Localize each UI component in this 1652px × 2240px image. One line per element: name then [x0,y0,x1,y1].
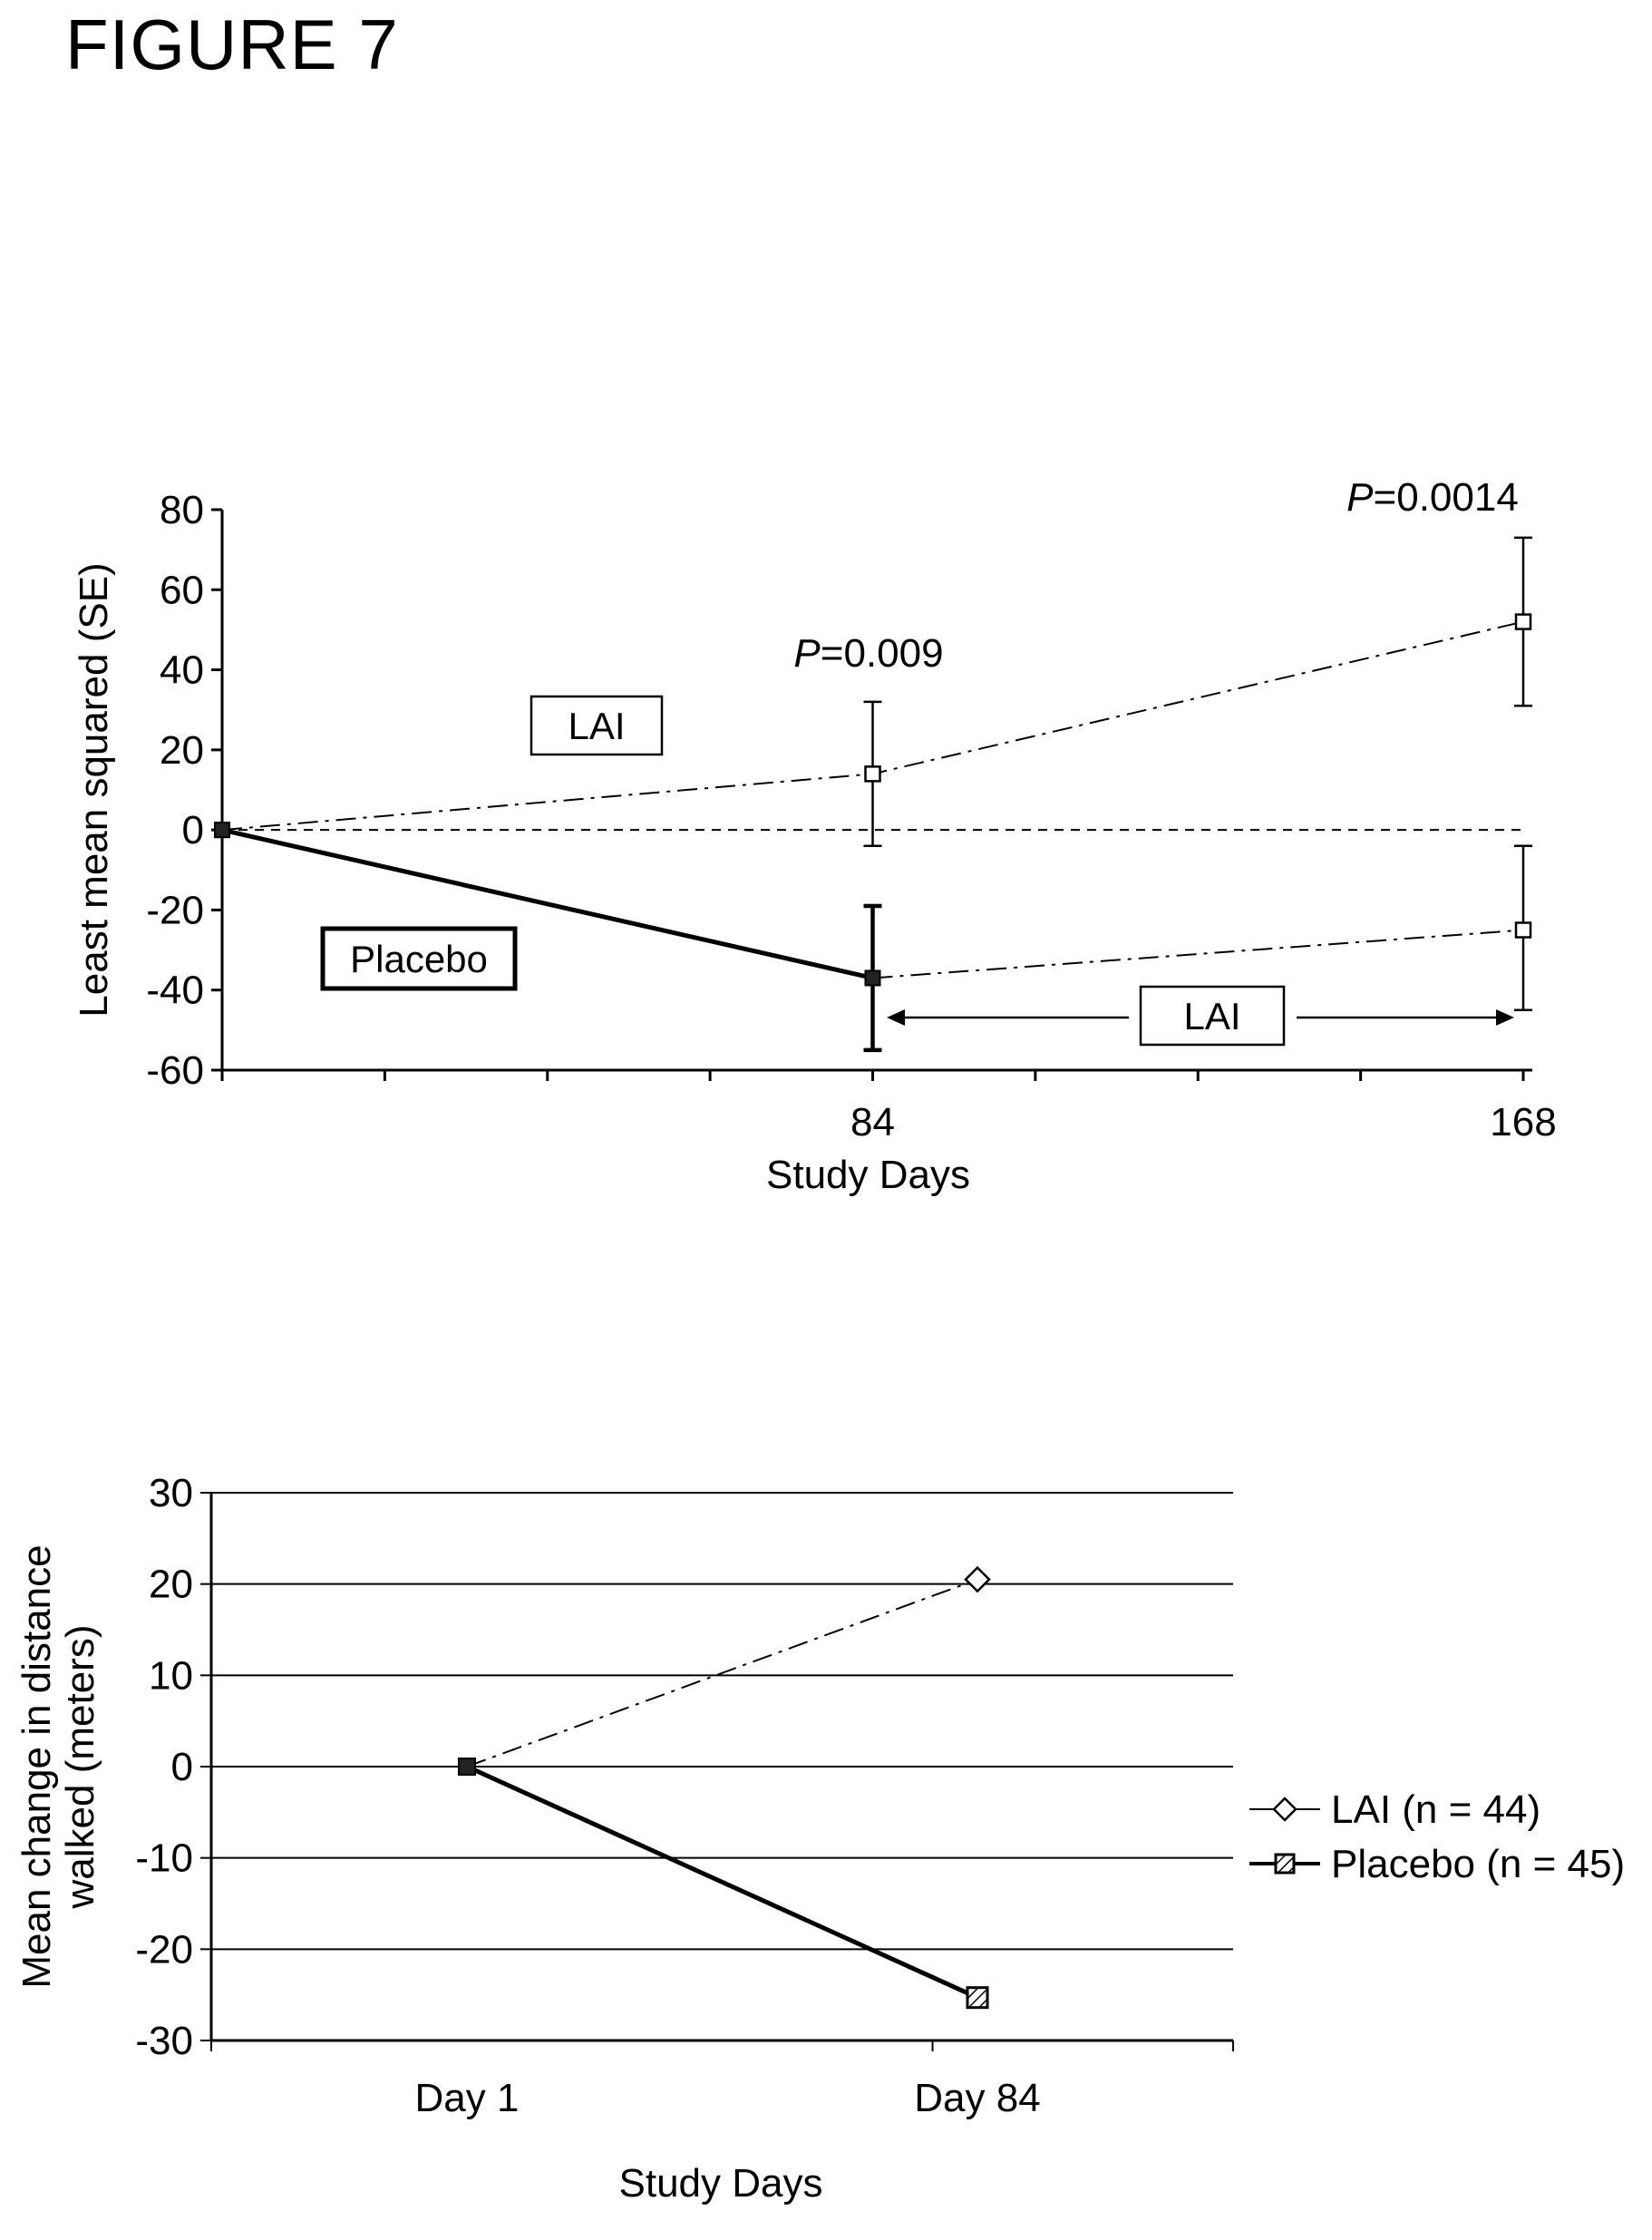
figure-title: FIGURE 7 [65,5,399,84]
legend-label: Placebo (n = 45) [1331,1842,1625,1886]
legend-marker [1274,1853,1296,1875]
y-tick-label: -20 [146,888,204,932]
bottom-grid [211,1492,1233,2041]
data-point [864,765,881,783]
annotation-box [320,926,518,991]
y-tick-label: 20 [160,728,204,773]
y-tick-label: 0 [171,1745,193,1789]
legend-label: LAI (n = 44) [1331,1787,1540,1832]
top-labels: P=0.009 P=0.0014 LAI Placebo LAI [320,475,1519,1047]
y-tick-label: 80 [160,488,204,532]
arrow-head-left [887,1009,905,1026]
y-tick-label: 60 [160,568,204,612]
chart-least-mean-squared: 80 60 40 20 0 -20 -40 -60 84 168 Study Days Least m… [72,475,1557,1197]
series-line [465,1764,979,2000]
annotation-text: LAI [1183,995,1240,1037]
data-point [214,822,230,839]
y-axis-title: Least mean squared (SE) [72,562,116,1017]
legend-marker [1272,1797,1297,1822]
x-tick-label: 168 [1490,1100,1556,1144]
y-tick-label: 20 [149,1563,193,1607]
data-point [964,1565,991,1593]
annotation-box [1139,985,1286,1047]
series-line [872,929,1524,979]
bottom-series [458,1565,991,2010]
y-tick-label: -20 [135,1927,193,1972]
top-series [214,536,1532,1053]
x-tick-label: Day 84 [914,2076,1040,2120]
data-point [458,1758,476,1776]
series-line [221,827,874,980]
data-point [966,1986,989,2010]
y-tick-label: 10 [149,1653,193,1698]
x-axis-title: Study Days [619,2161,823,2206]
y-tick-label: 0 [182,808,204,852]
series-line [466,1578,978,1768]
x-tick-label: Day 1 [415,2076,520,2120]
y-axis-title: Mean change in distancewalked (meters) [15,1544,102,1988]
x-tick-label: 84 [850,1100,895,1144]
y-tick-label: -40 [146,969,204,1013]
data-point [1514,921,1532,939]
annotation-text: LAI [568,705,625,747]
arrow-head-right [1496,1009,1514,1026]
top-axes: 80 60 40 20 0 -20 -40 -60 84 168 Study Days Least m… [72,488,1557,1197]
annotation-box [530,695,664,756]
y-tick-label: -60 [146,1048,204,1093]
p-value-label: P=0.0014 [1346,475,1519,520]
bottom-legend: LAI (n = 44) Placebo (n = 45) [1249,1787,1625,1886]
y-tick-label: 40 [160,648,204,693]
bottom-axes: 30 20 10 0 -10 -20 -30 Day 1 Day 84 Study Days Mea… [15,1471,1234,2206]
y-axis-title-line: Mean change in distance [15,1544,59,1988]
y-tick-label: -10 [135,1836,193,1881]
data-point [864,969,881,987]
x-axis-title: Study Days [766,1153,970,1197]
y-tick-label: 30 [149,1471,193,1515]
y-tick-label: -30 [135,2019,193,2063]
y-axis-title-line: walked (meters) [58,1625,102,1910]
annotation-text: Placebo [350,938,488,980]
p-value-label: P=0.009 [793,631,943,676]
data-point [1514,613,1532,630]
